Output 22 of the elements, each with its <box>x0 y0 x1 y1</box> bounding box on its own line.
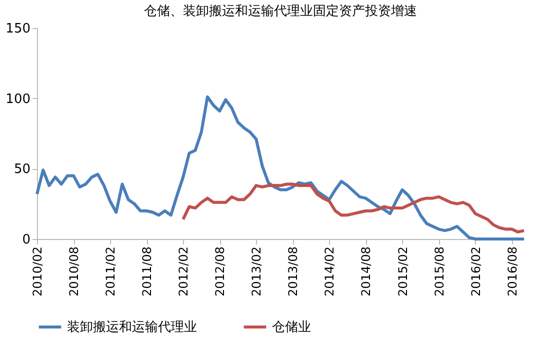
x-tick-label: 2014/02 <box>322 246 337 296</box>
x-tick-label: 2013/02 <box>250 246 264 296</box>
x-tick-label: 2014/08 <box>359 246 374 296</box>
x-tick-label: 2011/02 <box>104 246 118 296</box>
x-tick-label: 2010/02 <box>30 246 44 296</box>
legend-label: 仓储业 <box>272 320 311 335</box>
x-tick-label: 2011/08 <box>140 246 154 296</box>
x-tick-label: 2015/08 <box>432 246 446 296</box>
x-tick-label: 2010/08 <box>67 246 82 296</box>
legend-label: 装卸搬运和运输代理业 <box>67 320 197 335</box>
x-tick-label: 2016/08 <box>505 246 520 296</box>
y-tick-label: 150 <box>6 22 30 36</box>
chart-title: 仓储、装卸搬运和运输代理业固定资产投资增速 <box>144 4 417 19</box>
line-series <box>182 182 526 234</box>
y-tick-label: 100 <box>6 92 30 107</box>
x-tick-label: 2012/02 <box>176 246 191 296</box>
x-tick-label: 2016/02 <box>468 246 483 296</box>
y-tick-label: 0 <box>22 232 30 248</box>
x-tick-label: 2012/08 <box>213 246 228 296</box>
x-tick-label: 2015/02 <box>396 246 410 296</box>
x-tick-label: 2013/08 <box>286 246 300 296</box>
y-tick-label: 50 <box>14 162 30 178</box>
